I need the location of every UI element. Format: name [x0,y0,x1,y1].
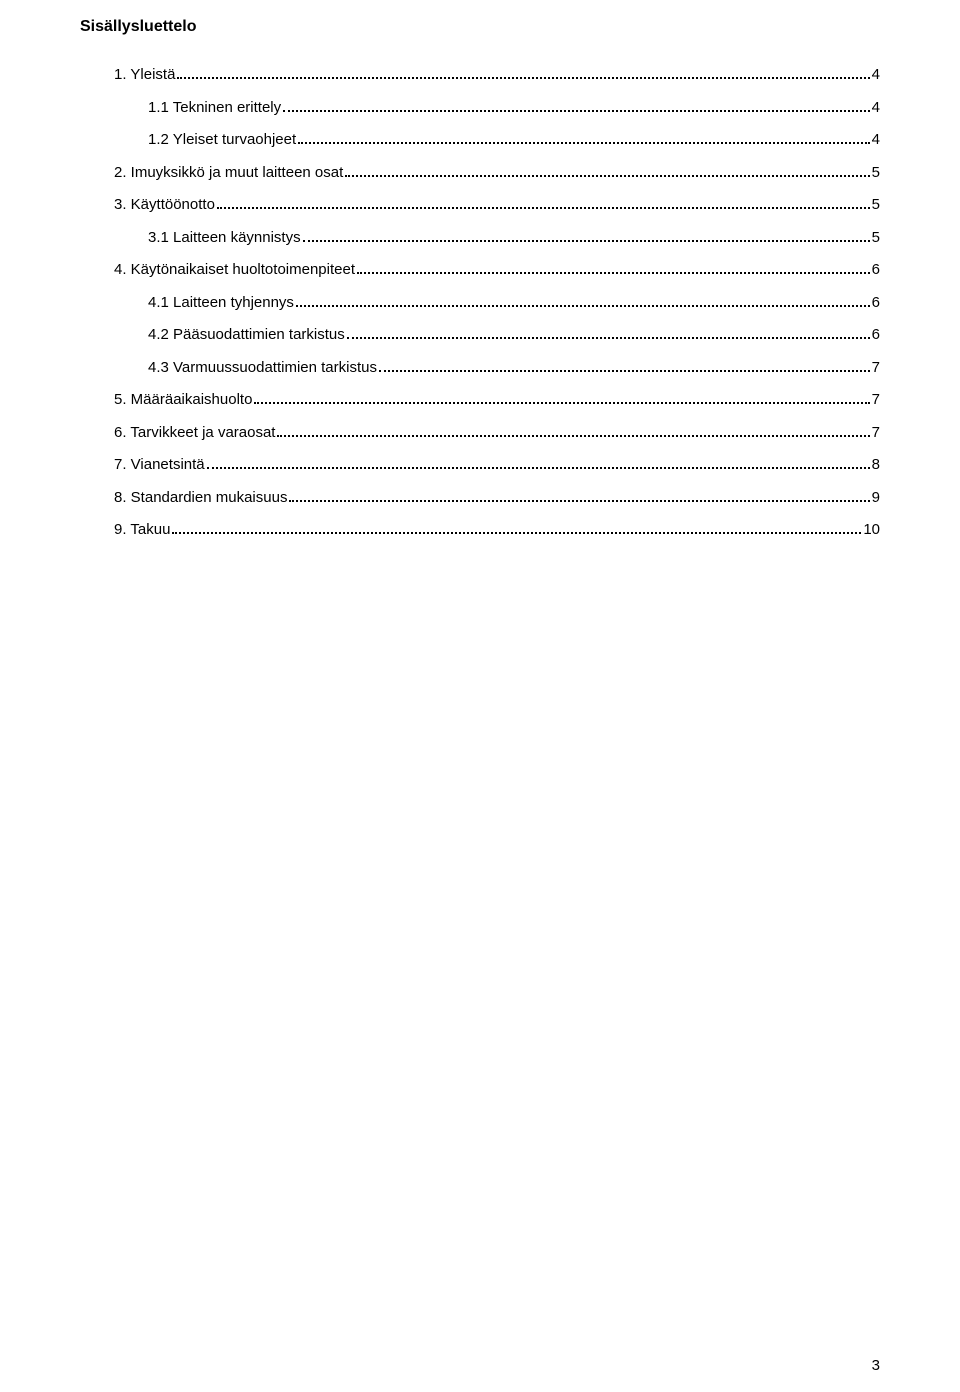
toc-page: 6 [872,292,880,315]
toc-label: 2. Imuyksikkö ja muut laitteen osat [114,162,343,185]
toc-leader-dots [289,488,869,502]
toc-page: 7 [872,357,880,380]
toc-page: 7 [872,422,880,445]
toc-leader-dots [217,196,870,210]
toc-entry: 7. Vianetsintä 8 [80,454,880,477]
toc-entry: 4.2 Pääsuodattimien tarkistus 6 [80,324,880,347]
toc-label: 5. Määräaikaishuolto [114,389,252,412]
toc-entry: 1. Yleistä 4 [80,64,880,87]
toc-label: 4.2 Pääsuodattimien tarkistus [148,324,345,347]
toc-leader-dots [207,456,870,470]
toc-page: 5 [872,162,880,185]
toc-entry: 9. Takuu 10 [80,519,880,542]
toc-leader-dots [172,521,861,535]
toc-page: 8 [872,454,880,477]
toc-leader-dots [298,131,870,145]
toc-label: 1. Yleistä [114,64,175,87]
toc-leader-dots [283,98,870,112]
toc-entry: 6. Tarvikkeet ja varaosat 7 [80,422,880,445]
toc-page: 5 [872,194,880,217]
toc-label: 3. Käyttöönotto [114,194,215,217]
toc-label: 7. Vianetsintä [114,454,205,477]
toc-entry: 1.2 Yleiset turvaohjeet 4 [80,129,880,152]
toc-label: 8. Standardien mukaisuus [114,487,287,510]
toc-entry: 8. Standardien mukaisuus 9 [80,487,880,510]
toc-page: 4 [872,97,880,120]
toc-leader-dots [345,163,869,177]
toc-page: 4 [872,129,880,152]
toc-page: 5 [872,227,880,250]
toc-label: 4.3 Varmuussuodattimien tarkistus [148,357,377,380]
toc-page: 9 [872,487,880,510]
toc-label: 3.1 Laitteen käynnistys [148,227,301,250]
toc-entry: 1.1 Tekninen erittely 4 [80,97,880,120]
toc-page: 6 [872,324,880,347]
toc-entry: 4.3 Varmuussuodattimien tarkistus 7 [80,357,880,380]
toc-leader-dots [277,423,869,437]
toc-leader-dots [347,326,870,340]
toc-entry: 3. Käyttöönotto 5 [80,194,880,217]
toc-label: 4.1 Laitteen tyhjennys [148,292,294,315]
toc-entry: 5. Määräaikaishuolto 7 [80,389,880,412]
toc-entry: 4.1 Laitteen tyhjennys 6 [80,292,880,315]
toc-label: 9. Takuu [114,519,170,542]
toc-leader-dots [303,228,870,242]
toc-leader-dots [379,358,870,372]
toc-list: 1. Yleistä41.1 Tekninen erittely41.2 Yle… [80,64,880,542]
toc-page: 4 [872,64,880,87]
toc-entry: 3.1 Laitteen käynnistys 5 [80,227,880,250]
toc-label: 6. Tarvikkeet ja varaosat [114,422,275,445]
toc-leader-dots [357,261,870,275]
toc-leader-dots [254,391,869,405]
toc-label: 1.2 Yleiset turvaohjeet [148,129,296,152]
toc-page: 7 [872,389,880,412]
toc-title: Sisällysluettelo [80,18,880,36]
toc-leader-dots [296,293,870,307]
toc-entry: 4. Käytönaikaiset huoltotoimenpiteet 6 [80,259,880,282]
toc-label: 4. Käytönaikaiset huoltotoimenpiteet [114,259,355,282]
toc-leader-dots [177,66,869,80]
toc-page: 6 [872,259,880,282]
toc-entry: 2. Imuyksikkö ja muut laitteen osat 5 [80,162,880,185]
page-container: Sisällysluettelo 1. Yleistä41.1 Tekninen… [0,0,960,542]
toc-label: 1.1 Tekninen erittely [148,97,281,120]
page-number: 3 [872,1357,880,1374]
toc-page: 10 [863,519,880,542]
